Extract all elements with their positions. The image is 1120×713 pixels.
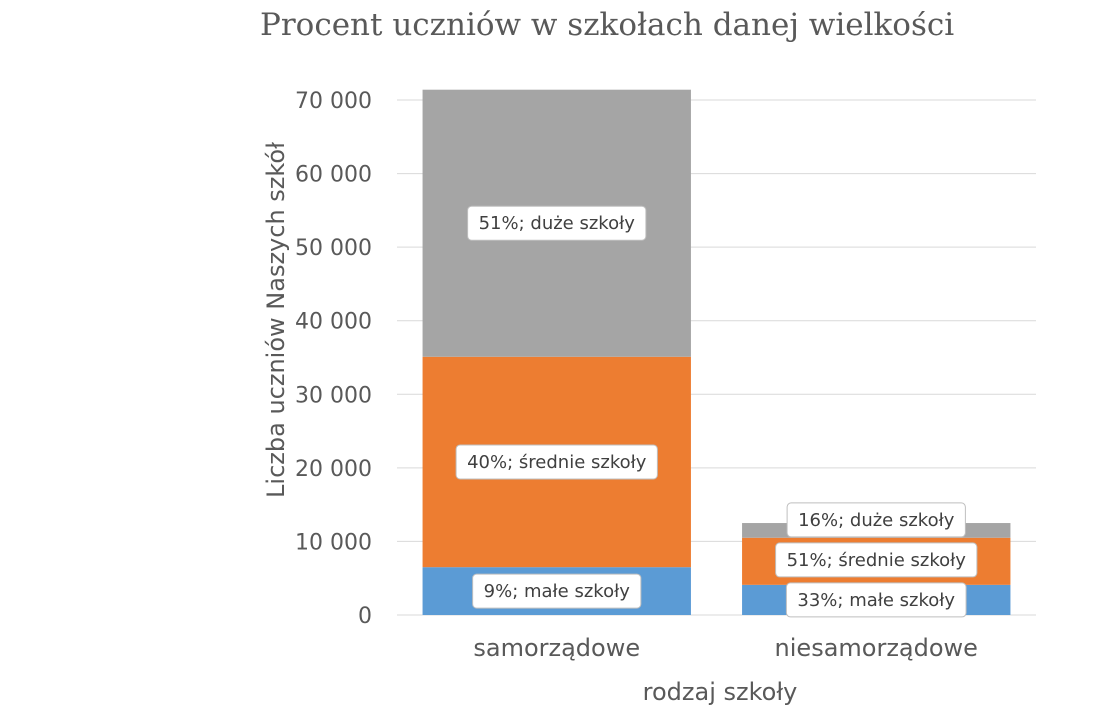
y-tick-label: 20 000 [295,457,372,482]
y-tick-label: 30 000 [295,383,372,408]
data-label: 51%; średnie szkoły [775,542,978,578]
data-label-box [786,502,966,538]
y-axis-title: Liczba uczniów Naszych szkół [262,142,290,498]
y-tick-label: 10 000 [295,530,372,555]
data-label-text: 16%; duże szkoły [798,510,955,531]
data-label-box [455,444,658,480]
data-label: 33%; małe szkoły [785,582,967,618]
data-label-box [472,573,642,609]
data-label-text: 33%; małe szkoły [797,590,955,611]
data-label-text: 9%; małe szkoły [484,581,631,602]
data-label-box [467,205,647,241]
data-label: 16%; duże szkoły [786,502,966,538]
x-axis-categories: samorządowe niesamorządowe [473,634,978,662]
data-label: 40%; średnie szkoły [455,444,658,480]
x-category-label: samorządowe [473,634,640,662]
y-tick-label: 0 [358,604,372,629]
y-tick-label: 60 000 [295,163,372,188]
data-label: 9%; małe szkoły [472,573,642,609]
x-category-label: niesamorządowe [775,634,978,662]
x-axis-title: rodzaj szkoły [643,678,798,706]
data-label-box [775,542,978,578]
y-axis-ticks: 0 10 000 20 000 30 000 40 000 50 000 60 000 70 … [295,89,372,629]
data-label: 51%; duże szkoły [467,205,647,241]
data-label-text: 40%; średnie szkoły [467,452,647,473]
y-tick-label: 50 000 [295,236,372,261]
data-label-text: 51%; średnie szkoły [787,550,967,571]
chart-title: Procent uczniów w szkołach danej wielkoś… [260,7,954,43]
data-labels: 9%; małe szkoły 40%; średnie szkoły 51%; d… [455,205,978,618]
y-tick-label: 40 000 [295,310,372,335]
data-label-text: 51%; duże szkoły [479,213,636,234]
data-label-box [785,582,967,618]
y-tick-label: 70 000 [295,89,372,114]
